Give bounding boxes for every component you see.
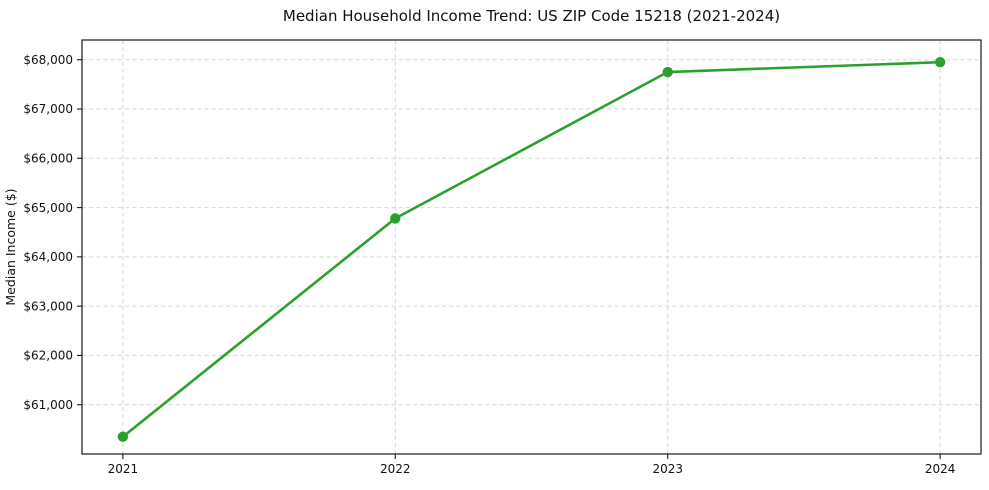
y-tick-label: $62,000 bbox=[23, 349, 73, 363]
data-point bbox=[934, 56, 946, 68]
tick-marks bbox=[77, 59, 941, 459]
y-tick-label: $65,000 bbox=[23, 201, 73, 215]
data-point bbox=[662, 66, 673, 78]
y-tick-label: $66,000 bbox=[23, 151, 73, 165]
data-line bbox=[121, 60, 942, 439]
data-point bbox=[117, 431, 129, 442]
y-axis-label: Median Income ($) bbox=[3, 188, 18, 305]
y-tick-label: $61,000 bbox=[23, 398, 73, 412]
x-tick-label: 2022 bbox=[380, 462, 411, 476]
x-tick-label: 2021 bbox=[108, 462, 139, 476]
y-tick-label: $64,000 bbox=[23, 250, 73, 264]
grid-lines bbox=[82, 40, 981, 454]
x-tick-label: 2024 bbox=[925, 462, 956, 476]
y-tick-label: $67,000 bbox=[23, 102, 73, 116]
y-tick-label: $68,000 bbox=[23, 53, 73, 67]
chart-title: Median Household Income Trend: US ZIP Co… bbox=[282, 7, 781, 25]
data-point bbox=[390, 213, 401, 224]
y-tick-label: $63,000 bbox=[23, 299, 73, 313]
plot-border bbox=[81, 39, 982, 455]
x-tick-label: 2023 bbox=[652, 462, 683, 476]
